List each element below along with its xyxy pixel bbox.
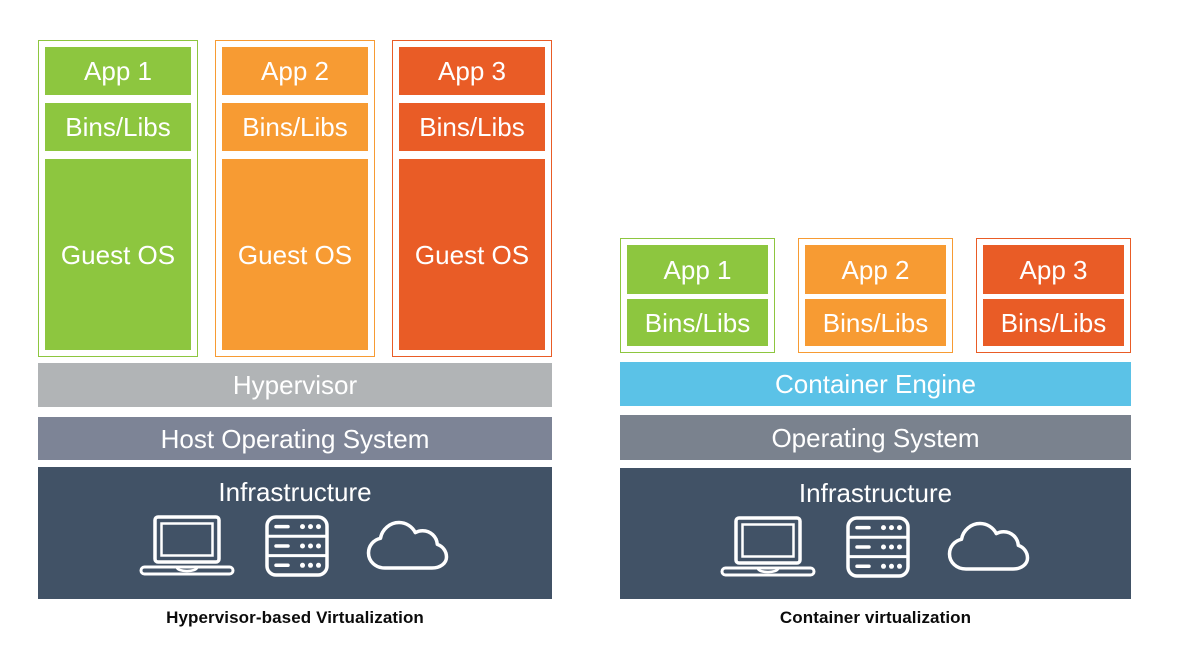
panel-caption: Container virtualization [779,608,972,627]
server-icon [265,515,329,577]
vm-stacks-row: App 1 Bins/Libs Guest OS App 2 Bins/Libs… [38,40,552,357]
hypervisor-panel: App 1 Bins/Libs Guest OS App 2 Bins/Libs… [38,40,552,628]
infrastructure-layer: Infrastructure [38,467,552,599]
app-block: App 1 [45,47,191,95]
infrastructure-layer: Infrastructure [620,468,1131,599]
vm-stack-2: App 2 Bins/Libs Guest OS [215,40,375,357]
hypervisor-layer: Hypervisor [38,363,552,407]
bins-libs-block: Bins/Libs [222,103,368,151]
server-icon [845,516,910,578]
guest-os-block: Guest OS [222,159,368,350]
host-os-layer: Host Operating System [38,417,552,460]
infrastructure-icons [139,515,451,577]
cloud-icon [359,517,451,575]
container-stack-2: App 2 Bins/Libs [798,238,953,353]
container-engine-layer: Container Engine [620,362,1131,406]
panel-caption: Hypervisor-based Virtualization [166,608,424,627]
container-stack-3: App 3 Bins/Libs [976,238,1131,353]
container-stacks-row: App 1 Bins/Libs App 2 Bins/Libs App 3 Bi… [620,238,1131,353]
bins-libs-block: Bins/Libs [983,299,1124,346]
app-block: App 3 [399,47,545,95]
app-block: App 1 [627,245,768,294]
guest-os-block: Guest OS [399,159,545,350]
bins-libs-block: Bins/Libs [805,299,946,346]
bins-libs-block: Bins/Libs [399,103,545,151]
vm-stack-1: App 1 Bins/Libs Guest OS [38,40,198,357]
bins-libs-block: Bins/Libs [627,299,768,346]
laptop-icon [139,515,235,577]
infrastructure-icons [720,516,1032,578]
guest-os-block: Guest OS [45,159,191,350]
app-block: App 3 [983,245,1124,294]
cloud-icon [940,518,1032,576]
container-panel: App 1 Bins/Libs App 2 Bins/Libs App 3 Bi… [620,238,1131,628]
infrastructure-label: Infrastructure [218,477,372,507]
operating-system-layer: Operating System [620,415,1131,460]
vm-stack-3: App 3 Bins/Libs Guest OS [392,40,552,357]
infrastructure-label: Infrastructure [798,478,953,508]
app-block: App 2 [222,47,368,95]
container-stack-1: App 1 Bins/Libs [620,238,775,353]
laptop-icon [720,516,816,578]
app-block: App 2 [805,245,946,294]
bins-libs-block: Bins/Libs [45,103,191,151]
